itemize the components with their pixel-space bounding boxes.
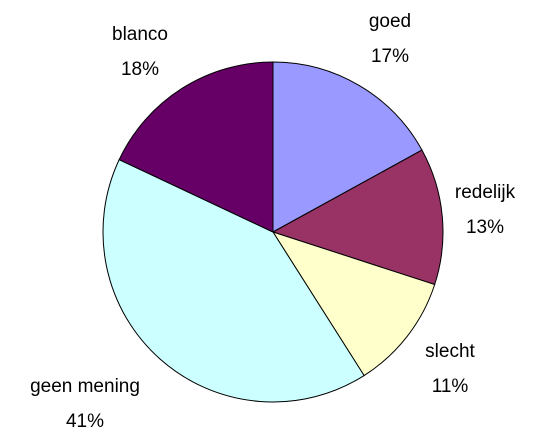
- pie-slice: [118, 61, 274, 233]
- slice-label: slecht: [425, 341, 475, 362]
- pie-slice: [272, 61, 423, 233]
- slice-label: geen mening: [30, 376, 140, 397]
- pie-slice: [271, 149, 444, 286]
- slice-label: goed: [369, 11, 411, 32]
- pie-slice: [102, 158, 365, 403]
- slice-value-label: 11%: [432, 376, 469, 397]
- slice-value-label: 17%: [371, 46, 409, 67]
- pie-slice: [271, 231, 436, 377]
- slice-value-label: 18%: [121, 59, 159, 80]
- slice-value-label: 13%: [466, 217, 504, 238]
- slice-value-label: 41%: [66, 411, 104, 430]
- slice-label: blanco: [112, 24, 168, 45]
- slice-label: redelijk: [455, 182, 516, 203]
